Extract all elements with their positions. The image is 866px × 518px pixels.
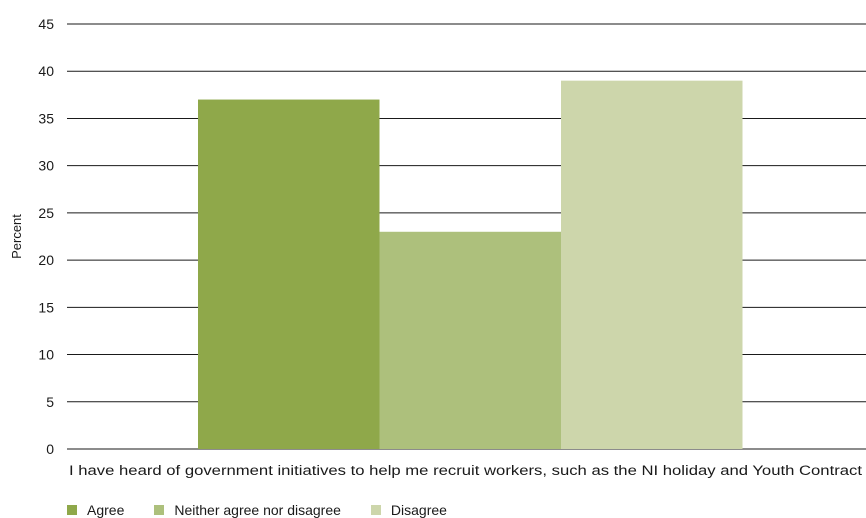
legend-item-neither-agree-nor-disagree: Neither agree nor disagree (154, 502, 341, 518)
y-tick-label: 25 (38, 205, 54, 221)
legend-label: Disagree (390, 502, 447, 518)
legend-item-agree: Agree (67, 502, 124, 518)
y-tick-label: 40 (38, 63, 54, 79)
legend-swatch (67, 505, 77, 515)
y-tick-label: 15 (38, 299, 54, 315)
y-tick-label: 30 (38, 158, 54, 174)
legend-label: Agree (87, 502, 125, 518)
category-label: I have heard of government initiatives t… (69, 463, 862, 478)
legend-label: Neither agree nor disagree (174, 502, 341, 518)
y-tick-label: 10 (38, 347, 54, 363)
legend-swatch (154, 505, 165, 515)
legend-swatch (370, 505, 381, 515)
y-tick-label: 20 (38, 252, 54, 268)
bars (198, 80, 743, 450)
bar-disagree (561, 80, 743, 450)
y-tick-label: 45 (38, 16, 54, 32)
y-axis-title: Percent (9, 214, 24, 259)
bar-agree (198, 99, 380, 450)
y-tick-label: 0 (46, 441, 54, 457)
legend: Agree Neither agree nor disagree Disagree (67, 502, 477, 518)
y-tick-label: 5 (46, 394, 54, 410)
bar-chart: 0 5 10 15 20 25 30 35 40 45 Percent I have heard … (9, 16, 866, 478)
legend-item-disagree: Disagree (370, 502, 447, 518)
bar-neither-agree-nor-disagree (379, 231, 561, 449)
y-tick-label: 35 (38, 110, 54, 126)
y-tick-labels: 0 5 10 15 20 25 30 35 40 45 (38, 16, 54, 457)
